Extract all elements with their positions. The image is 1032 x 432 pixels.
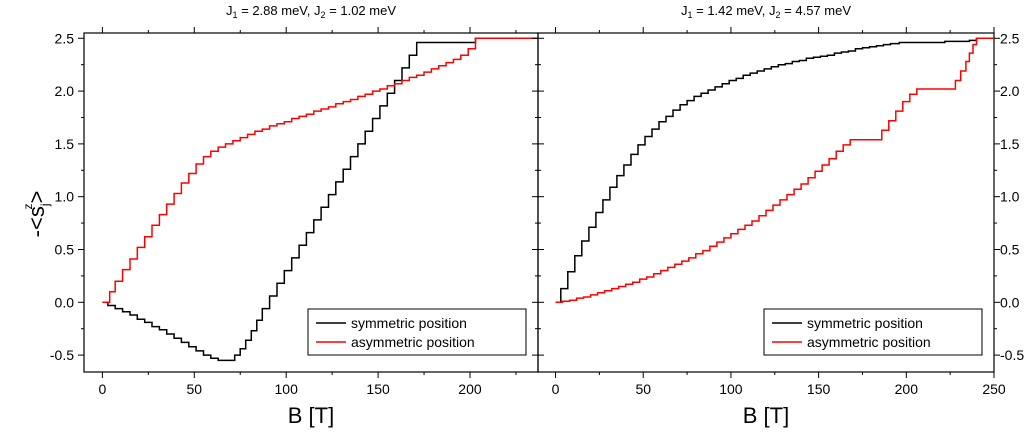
right-x-tick-label: 150 <box>807 381 831 397</box>
right-x-tick-label: 200 <box>895 381 919 397</box>
left-x-tick-label: 150 <box>366 381 390 397</box>
left-legend-box <box>307 308 527 356</box>
left-x-axis-label: B [T] <box>288 403 334 428</box>
right-plot-frame <box>537 32 995 373</box>
left-panel-title: J1 = 2.88 meV, J2 = 1.02 meV <box>226 3 396 20</box>
left-y-tick-label: 0.0 <box>55 294 75 310</box>
left-legend-label: symmetric position <box>351 315 467 331</box>
left-x-tick-label: 0 <box>98 381 106 397</box>
left-y-tick-label: 1.0 <box>55 189 75 205</box>
left-y-tick-label: 1.5 <box>55 136 75 152</box>
right-legend-label: asymmetric position <box>807 334 931 350</box>
right-series-asymmetric <box>555 37 994 304</box>
right-panel-title: J1 = 1.42 meV, J2 = 4.57 meV <box>681 3 851 20</box>
left-legend-label: asymmetric position <box>351 334 475 350</box>
right-x-tick-label: 50 <box>635 381 651 397</box>
right-x-tick-label: 100 <box>719 381 743 397</box>
right-y-tick-label: 1.5 <box>1000 136 1020 152</box>
right-y-tick-label: 2.5 <box>1000 30 1020 46</box>
y-axis-label: -<sjz> <box>21 191 52 238</box>
left-x-tick-label: 50 <box>186 381 202 397</box>
right-y-tick-label: 0.5 <box>1000 241 1020 257</box>
left-x-tick-label: 200 <box>458 381 482 397</box>
left-y-tick-label: 2.5 <box>55 30 75 46</box>
right-legend: symmetric position asymmetric position <box>763 308 983 356</box>
left-x-tick-label: 100 <box>275 381 299 397</box>
right-series-symmetric <box>555 37 994 304</box>
right-legend-label: symmetric position <box>807 315 923 331</box>
right-panel: J1 = 1.42 meV, J2 = 4.57 meV B [T] 0 50 10… <box>532 3 1024 428</box>
right-legend-box <box>763 308 983 356</box>
left-series-asymmetric <box>102 37 538 304</box>
right-x-axis-label: B [T] <box>743 403 789 428</box>
right-x-tick-label: 0 <box>552 381 560 397</box>
right-y-tick-label: -0.5 <box>1000 347 1024 363</box>
right-y-tick-label: 2.0 <box>1000 83 1020 99</box>
left-series-symmetric <box>102 37 538 362</box>
right-y-tick-label: 1.0 <box>1000 189 1020 205</box>
left-legend: symmetric position asymmetric position <box>307 308 527 356</box>
right-x-tick-label: 250 <box>982 381 1006 397</box>
left-panel: J1 = 2.88 meV, J2 = 1.02 meV B [T] -<sjz… <box>21 3 544 428</box>
left-y-tick-label: 0.5 <box>55 241 75 257</box>
right-y-tick-label: 0.0 <box>1000 294 1020 310</box>
left-y-tick-label: 2.0 <box>55 83 75 99</box>
left-y-tick-label: -0.5 <box>50 347 74 363</box>
